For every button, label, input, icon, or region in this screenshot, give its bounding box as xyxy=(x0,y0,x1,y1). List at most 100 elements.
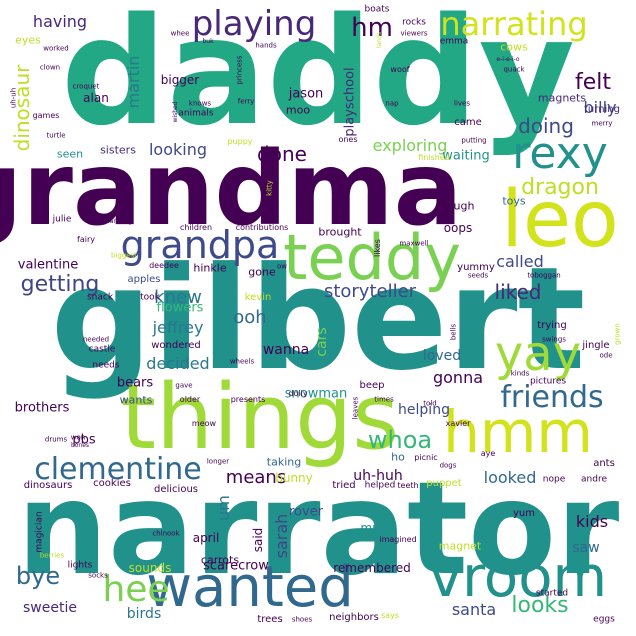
word-trees: trees xyxy=(257,614,283,625)
word-contributions: contributions xyxy=(235,223,289,232)
word-beep: beep xyxy=(359,380,385,391)
word-flowers: flowers xyxy=(156,300,204,316)
word-berries: berries xyxy=(39,551,65,560)
word-ants: ants xyxy=(593,458,615,469)
word-snowman: snowman xyxy=(284,386,348,402)
word-andre: andre xyxy=(581,474,607,485)
word-pictures: pictures xyxy=(529,376,567,387)
word-jingle: jingle xyxy=(582,340,610,351)
word-gilbert: gilbert xyxy=(50,237,586,402)
word-waiting: waiting xyxy=(442,148,490,164)
word-older: older xyxy=(179,395,201,404)
word-alan: alan xyxy=(83,91,109,105)
word-won: won xyxy=(70,433,86,442)
word-tried: tried xyxy=(332,480,356,491)
word-grown: grown xyxy=(613,323,622,345)
word-kids: kids xyxy=(575,512,609,531)
word-hands: hands xyxy=(255,41,277,50)
word-done: done xyxy=(257,142,307,166)
word-helping: helping xyxy=(398,402,450,418)
word-apples: apples xyxy=(127,274,161,285)
word-loved: loved xyxy=(422,348,462,364)
word-hmm: hmm xyxy=(443,398,593,466)
word-wondered: wondered xyxy=(151,340,201,351)
word-magician: magician xyxy=(34,511,45,553)
word-games: games xyxy=(32,111,60,120)
word-trying: trying xyxy=(537,320,567,331)
word-teeth: teeth xyxy=(397,481,419,490)
word-took: took xyxy=(140,292,160,303)
word-shh: shh xyxy=(118,209,134,218)
word-quack: quack xyxy=(503,65,525,74)
word-teddy: teddy xyxy=(283,221,461,294)
word-narrating: narrating xyxy=(440,5,588,43)
word-cars: cars xyxy=(314,327,330,357)
word-princess: princess xyxy=(235,55,244,85)
word-rexy: rexy xyxy=(512,128,608,179)
word-turning: turning xyxy=(584,104,620,115)
word-leaves: leaves xyxy=(351,396,360,420)
word-children: children xyxy=(179,223,213,232)
word-castle: castle xyxy=(88,344,116,355)
word-gave: gave xyxy=(175,381,193,390)
word-means: means xyxy=(225,467,287,488)
word-vroom: vroom xyxy=(428,545,608,610)
word-magnet: magnet xyxy=(438,539,482,553)
word-julie: julie xyxy=(52,214,72,225)
word-kinds: kinds xyxy=(510,369,530,378)
word-eyes: eyes xyxy=(15,33,41,47)
word-emma: emma xyxy=(439,36,469,47)
word-lives: lives xyxy=(454,99,470,108)
word-kitty: kitty xyxy=(265,180,274,196)
word-doing: doing xyxy=(518,114,574,138)
word-santa: santa xyxy=(451,600,497,619)
word-dragon: dragon xyxy=(521,175,599,200)
word-lands: lands xyxy=(376,31,383,49)
word-needed: needed xyxy=(82,335,110,344)
word-drums: drums xyxy=(44,435,68,444)
word-imagined: imagined xyxy=(379,535,417,544)
word-uh-uh: uh-uh xyxy=(9,87,18,109)
word-knows: knows xyxy=(188,99,212,108)
word-ode: ode xyxy=(599,351,613,360)
word-viewers: viewers xyxy=(400,29,428,38)
word-biggest: biggest xyxy=(111,251,137,260)
word-wanted: wanted xyxy=(146,555,354,620)
word-finished: finished xyxy=(418,153,450,162)
word-turtle: turtle xyxy=(46,131,66,140)
word-swings: swings xyxy=(542,335,566,344)
word-looking: looking xyxy=(148,140,208,159)
word-says: says xyxy=(381,611,399,620)
word-snack: snack xyxy=(86,292,114,303)
word-wished: wished xyxy=(172,101,179,123)
word-martin: martin xyxy=(124,55,143,109)
word-buk: buk xyxy=(202,38,214,45)
word-cows: cows xyxy=(500,40,528,54)
word-wheels: wheels xyxy=(229,357,255,366)
word-animals: animals xyxy=(178,108,214,119)
word-getting: getting xyxy=(20,272,100,297)
word-pbs: pbs xyxy=(72,432,96,448)
word-xavier: xavier xyxy=(445,419,471,428)
word-sweetie: sweetie xyxy=(23,600,77,616)
word-sounds: sounds xyxy=(128,561,172,575)
word-bears: bears xyxy=(116,375,154,391)
word-daddy: daddy xyxy=(60,0,576,158)
word-seeds: seeds xyxy=(467,271,489,280)
word-um: um xyxy=(214,495,233,521)
word-taking: taking xyxy=(266,455,302,469)
word-saw: saw xyxy=(572,540,600,556)
word-yummy: yummy xyxy=(457,262,495,273)
word-fairy: fairy xyxy=(77,235,95,244)
word-worked: worked xyxy=(43,44,69,53)
word-bye: bye xyxy=(15,562,61,590)
word-longer: longer xyxy=(206,457,230,466)
word-things: things xyxy=(120,365,400,470)
word-whee: whee xyxy=(170,29,190,38)
word-puppy: puppy xyxy=(227,137,253,146)
word-dogs: dogs xyxy=(439,461,457,470)
word-jason: jason xyxy=(288,86,324,102)
word-eggs: eggs xyxy=(593,614,615,625)
word-carrots: carrots xyxy=(200,553,240,567)
